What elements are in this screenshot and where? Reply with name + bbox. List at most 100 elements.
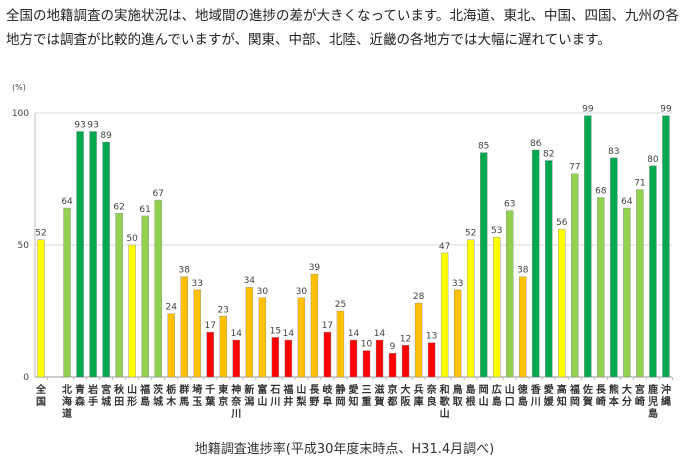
x-tick-label: 鳥 xyxy=(453,383,463,396)
bar-神奈川 xyxy=(232,339,241,378)
data-label: 82 xyxy=(543,150,554,160)
data-label: 83 xyxy=(608,147,619,157)
x-tick-label: 歌 xyxy=(440,395,451,408)
x-tick-label: 岩 xyxy=(87,383,98,396)
x-tick-label: 本 xyxy=(609,395,620,408)
x-tick-label: 手 xyxy=(88,395,98,408)
bar-千葉 xyxy=(206,331,214,378)
x-tick-label: 田 xyxy=(114,396,124,408)
data-label: 86 xyxy=(530,139,542,149)
x-tick-label: 国 xyxy=(36,396,46,408)
bar-愛媛 xyxy=(545,160,553,378)
x-tick-label: 山 xyxy=(505,383,515,396)
data-label: 30 xyxy=(296,287,308,297)
x-tick-label: 香 xyxy=(531,383,541,396)
x-tick-label: 根 xyxy=(466,395,476,408)
data-label: 14 xyxy=(231,329,243,339)
x-tick-label: 北 xyxy=(62,383,72,396)
x-tick-label: 道 xyxy=(62,407,72,420)
x-tick-label: 福 xyxy=(139,383,150,396)
intro-text: 全国の地籍調査の実施状況は、地域間の進捗の差が大きくなっています。北海道、東北、… xyxy=(6,8,679,48)
data-label: 14 xyxy=(348,329,360,339)
x-tick-label: 京 xyxy=(388,383,398,396)
x-tick-label: 取 xyxy=(453,396,464,408)
x-tick-label: 京 xyxy=(218,395,228,408)
x-tick-label: 潟 xyxy=(244,395,254,408)
x-tick-label: 児 xyxy=(647,395,658,408)
bar-長崎 xyxy=(597,197,605,378)
bar-京都 xyxy=(388,353,397,378)
x-tick-label: 岐 xyxy=(322,383,332,396)
bar-長野 xyxy=(310,273,319,378)
y-axis-label: (%) xyxy=(12,83,26,92)
x-tick-label: 沖 xyxy=(661,383,671,396)
bar-広島 xyxy=(493,236,501,378)
x-tick-label: 賀 xyxy=(374,395,385,408)
x-tick-label: 分 xyxy=(622,395,632,408)
x-tick-label: 東 xyxy=(218,383,228,396)
bar-福島 xyxy=(141,215,149,378)
bar-福岡 xyxy=(571,173,579,378)
bar-和歌山 xyxy=(440,252,449,378)
data-label: 61 xyxy=(139,205,150,215)
bar-宮崎 xyxy=(636,189,644,378)
x-tick-label: 都 xyxy=(387,395,398,408)
data-label: 33 xyxy=(192,279,203,289)
x-tick-label: 野 xyxy=(309,396,319,408)
bar-栃木 xyxy=(167,313,175,378)
bar-大分 xyxy=(623,207,631,378)
x-tick-label: 三 xyxy=(362,384,372,396)
x-tick-label: 愛 xyxy=(348,383,358,396)
bar-岩手 xyxy=(89,131,97,378)
x-tick-label: 神 xyxy=(231,383,241,396)
x-tick-label: 崎 xyxy=(635,395,645,408)
bar-岐阜 xyxy=(323,331,332,378)
x-tick-label: 島 xyxy=(140,395,150,408)
bar-富山 xyxy=(258,297,267,378)
x-tick-label: 宮 xyxy=(635,383,645,396)
x-tick-label: 石 xyxy=(269,384,280,396)
x-tick-label: 奈 xyxy=(230,395,242,408)
x-tick-label: 梨 xyxy=(295,395,307,408)
bar-群馬 xyxy=(180,276,188,378)
x-tick-label: 井 xyxy=(283,395,293,408)
x-tick-label: 静 xyxy=(335,383,345,396)
data-label: 99 xyxy=(582,105,594,115)
bar-島根 xyxy=(466,239,475,378)
bar-熊本 xyxy=(610,157,618,378)
data-label: 93 xyxy=(74,120,85,130)
bar-山梨 xyxy=(297,297,306,378)
x-tick-label: 岡 xyxy=(335,396,345,408)
x-tick-label: 縄 xyxy=(661,395,671,408)
x-tick-label: 広 xyxy=(492,383,502,396)
x-tick-label: 川 xyxy=(230,408,241,420)
x-tick-label: 岡 xyxy=(570,396,580,408)
x-tick-label: 埼 xyxy=(192,383,202,396)
x-tick-label: 城 xyxy=(153,395,163,408)
data-label: 14 xyxy=(283,329,295,339)
x-tick-label: 口 xyxy=(505,397,515,408)
data-label: 77 xyxy=(569,163,580,173)
bar-全国 xyxy=(37,239,45,378)
x-tick-label: 長 xyxy=(596,384,607,396)
bar-鳥取 xyxy=(453,289,462,378)
x-tick-label: 千 xyxy=(205,383,215,396)
data-label: 68 xyxy=(595,186,607,196)
bar-石川 xyxy=(271,337,280,378)
x-tick-label: 大 xyxy=(401,383,411,396)
data-label: 53 xyxy=(491,226,502,236)
data-label: 64 xyxy=(621,197,633,207)
x-tick-label: 山 xyxy=(479,395,489,408)
x-tick-label: 賀 xyxy=(582,395,593,408)
x-tick-label: 徳 xyxy=(517,383,528,396)
bar-香川 xyxy=(532,149,540,378)
data-label: 15 xyxy=(270,326,281,336)
data-label: 13 xyxy=(426,332,437,342)
data-label: 39 xyxy=(309,263,321,273)
data-label: 47 xyxy=(439,242,450,252)
data-label: 50 xyxy=(126,234,138,244)
x-tick-label: 和 xyxy=(439,383,450,396)
x-tick-label: 島 xyxy=(648,407,658,420)
x-tick-label: 良 xyxy=(427,395,437,408)
x-tick-label: 佐 xyxy=(582,383,593,396)
